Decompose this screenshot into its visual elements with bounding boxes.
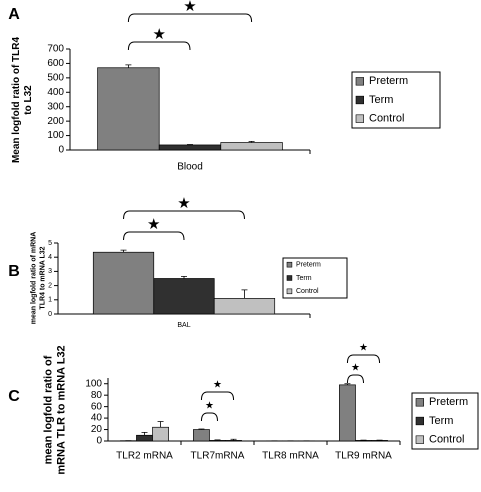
legend-swatch bbox=[355, 95, 364, 105]
y-tick-label: 100 bbox=[85, 378, 102, 389]
y-axis-label: mean logfold ratio of mRNA TLR4 to mRNA L… bbox=[30, 232, 46, 325]
error-bar bbox=[230, 438, 237, 441]
bar bbox=[92, 251, 155, 315]
y-tick-label: 4 bbox=[48, 254, 52, 261]
legend-swatch bbox=[355, 114, 364, 123]
legend-label: Control bbox=[429, 434, 464, 446]
legend-box bbox=[351, 71, 441, 129]
significance-bracket bbox=[127, 41, 191, 51]
x-tick-label: Blood bbox=[177, 162, 203, 173]
y-tick-label: 60 bbox=[91, 401, 103, 412]
panel-letter: B bbox=[8, 263, 20, 280]
bar bbox=[339, 384, 356, 442]
bar bbox=[97, 67, 160, 151]
y-axis-label-line: Mean logfold ratio of TLR4 bbox=[11, 37, 22, 164]
legend-swatch bbox=[415, 435, 424, 444]
bar bbox=[136, 434, 153, 442]
significance-star: ★ bbox=[205, 401, 214, 412]
legend-label: Preterm bbox=[369, 75, 408, 87]
significance-bracket bbox=[346, 374, 364, 384]
panel-letter: C bbox=[8, 388, 20, 405]
error-bar bbox=[141, 432, 148, 436]
y-tick-label: 0 bbox=[96, 436, 102, 447]
y-tick-label: 400 bbox=[47, 87, 64, 98]
error-bar bbox=[241, 289, 248, 299]
significance-star: ★ bbox=[183, 0, 196, 15]
bar bbox=[152, 426, 169, 442]
legend-swatch bbox=[415, 416, 424, 426]
significance-bracket bbox=[346, 354, 381, 364]
legend-label: Term bbox=[296, 275, 312, 282]
y-tick-label: 2 bbox=[48, 282, 52, 289]
significance-star: ★ bbox=[351, 363, 360, 374]
error-bar bbox=[248, 140, 255, 143]
y-tick-label: 20 bbox=[91, 424, 103, 435]
legend-box bbox=[282, 257, 348, 299]
significance-star: ★ bbox=[359, 343, 368, 354]
legend-label: Preterm bbox=[296, 262, 321, 269]
legend-swatch bbox=[355, 77, 364, 86]
bar bbox=[158, 144, 222, 151]
bar bbox=[193, 429, 210, 442]
error-bar bbox=[125, 64, 132, 68]
x-tick-label: TLR7mRNA bbox=[191, 451, 245, 462]
x-tick-label: TLR8 mRNA bbox=[262, 451, 319, 462]
y-tick-label: 200 bbox=[47, 116, 64, 127]
y-axis-label: mean logfold ratio ofmRNA TLR to mRNA L3… bbox=[42, 345, 67, 474]
significance-bracket bbox=[123, 231, 185, 241]
y-axis-label-line: to L32 bbox=[23, 85, 34, 115]
y-tick-label: 100 bbox=[47, 130, 64, 141]
error-bar bbox=[181, 275, 187, 279]
error-bar bbox=[157, 421, 164, 428]
bar bbox=[225, 440, 242, 442]
bar bbox=[213, 298, 276, 315]
legend-label: Term bbox=[369, 94, 393, 106]
legend-label: Control bbox=[296, 288, 319, 295]
error-bar bbox=[120, 249, 127, 253]
x-tick-label: TLR9 mRNA bbox=[335, 451, 392, 462]
legend-swatch bbox=[286, 288, 293, 295]
bar bbox=[209, 440, 226, 442]
y-tick-label: 3 bbox=[48, 268, 52, 275]
legend-label: Preterm bbox=[429, 396, 468, 408]
panel-letter: A bbox=[8, 6, 20, 23]
y-axis-label: Mean logfold ratio of TLR4to L32 bbox=[11, 37, 34, 164]
bar bbox=[220, 142, 283, 151]
x-tick-label: TLR2 mRNA bbox=[116, 451, 173, 462]
y-axis-label-line: mean logfold ratio of mRNA bbox=[30, 232, 37, 325]
significance-star: ★ bbox=[213, 380, 222, 391]
y-axis-label-line: mean logfold ratio of bbox=[42, 355, 54, 464]
y-tick-label: 0 bbox=[58, 145, 64, 156]
significance-star: ★ bbox=[152, 26, 165, 43]
y-tick-label: 300 bbox=[47, 101, 64, 112]
y-tick-label: 1 bbox=[48, 297, 52, 304]
error-bar bbox=[214, 439, 221, 441]
y-tick-label: 5 bbox=[48, 240, 52, 247]
y-tick-label: 0 bbox=[48, 311, 52, 318]
bar bbox=[153, 278, 215, 315]
significance-bracket bbox=[127, 13, 253, 23]
y-tick-label: 500 bbox=[47, 72, 64, 83]
significance-star: ★ bbox=[177, 195, 190, 212]
y-tick-label: 700 bbox=[47, 44, 64, 55]
legend-label: Term bbox=[429, 415, 453, 427]
x-tick-label: BAL bbox=[177, 322, 190, 329]
significance-bracket bbox=[200, 412, 218, 422]
y-axis-label-line: mRNA TLR to mRNA L32 bbox=[55, 345, 67, 474]
error-bar bbox=[344, 383, 351, 385]
legend-swatch bbox=[286, 275, 293, 281]
y-tick-label: 80 bbox=[91, 390, 103, 401]
y-tick-label: 40 bbox=[91, 413, 103, 424]
legend-swatch bbox=[286, 261, 293, 268]
error-bar bbox=[198, 428, 205, 430]
legend-label: Control bbox=[369, 113, 404, 125]
significance-star: ★ bbox=[147, 216, 160, 233]
y-axis-label-line: TLR4 to mRNA L32 bbox=[39, 246, 46, 309]
significance-bracket bbox=[200, 391, 235, 401]
y-tick-label: 600 bbox=[47, 58, 64, 69]
significance-bracket bbox=[123, 210, 245, 220]
legend-swatch bbox=[415, 398, 424, 407]
